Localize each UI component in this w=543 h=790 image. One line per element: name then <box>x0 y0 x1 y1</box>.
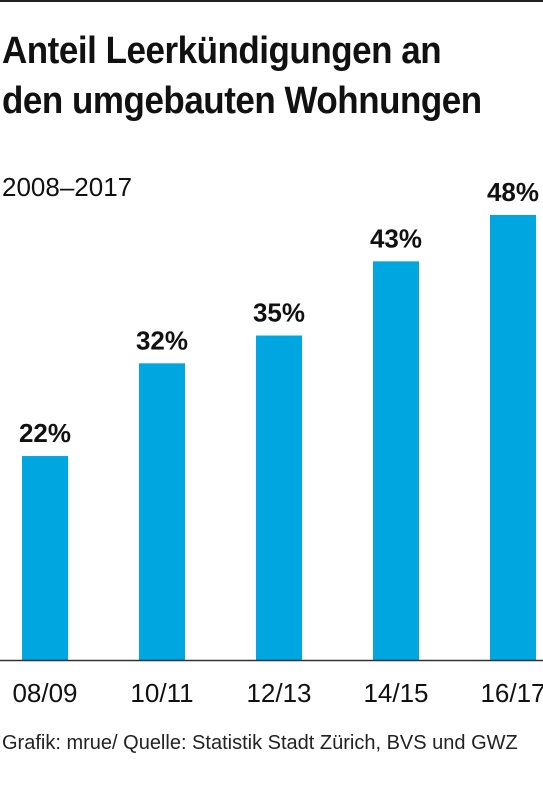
bar-12-13 <box>256 335 302 660</box>
value-label: 32% <box>136 325 188 355</box>
value-label: 35% <box>253 298 305 328</box>
category-label: 16/17 <box>480 678 543 708</box>
bar-14-15 <box>373 261 419 660</box>
category-label: 08/09 <box>12 678 77 708</box>
category-label: 14/15 <box>363 678 428 708</box>
bar-10-11 <box>139 363 185 660</box>
chart-title: Anteil Leerkündigungen an den umgebauten… <box>2 30 482 122</box>
value-label: 22% <box>19 418 71 448</box>
bar-16-17 <box>490 215 536 660</box>
source-footer: Grafik: mrue/ Quelle: Statistik Stadt Zü… <box>2 732 518 754</box>
bar-08-09 <box>22 456 68 660</box>
top-rule <box>0 0 543 2</box>
chart-subtitle: 2008–2017 <box>2 172 133 202</box>
category-label: 12/13 <box>246 678 311 708</box>
value-label: 48% <box>487 177 539 207</box>
value-label: 43% <box>370 223 422 253</box>
category-label: 10/11 <box>130 678 193 708</box>
bar-chart: 22% 08/09 32% 10/11 35% 12/13 43% 14/15 48% 16/17 <box>0 177 543 708</box>
